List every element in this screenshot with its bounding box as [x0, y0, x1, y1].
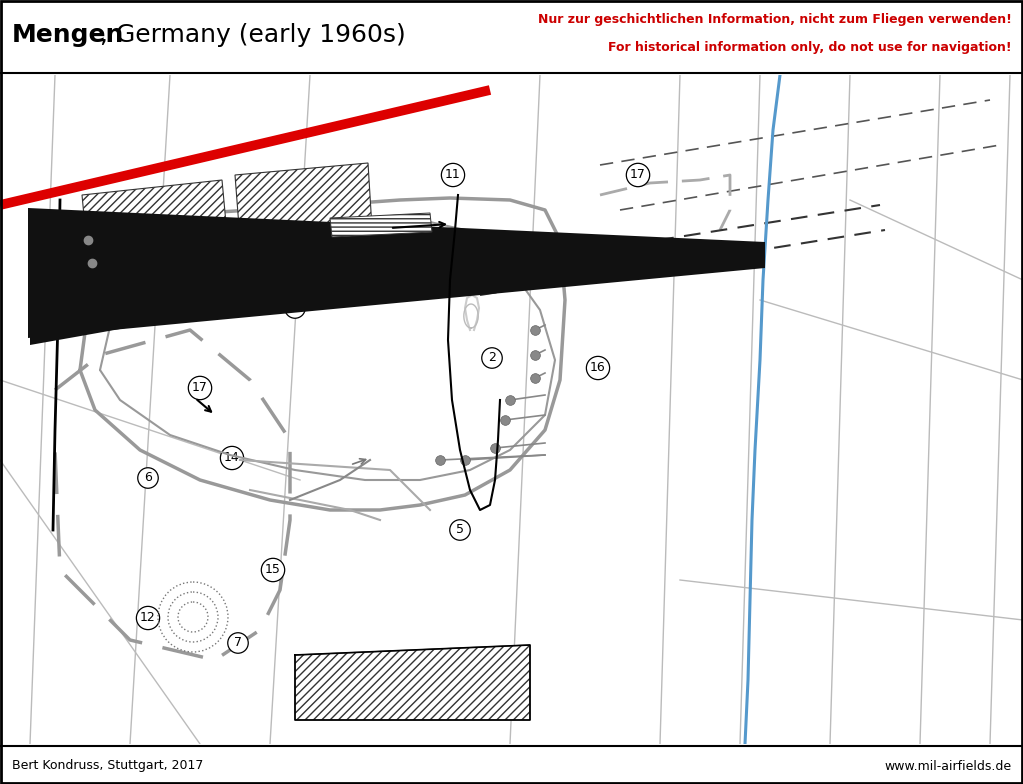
Polygon shape: [235, 163, 372, 240]
Text: Bert Kondruss, Stuttgart, 2017: Bert Kondruss, Stuttgart, 2017: [12, 760, 204, 772]
Polygon shape: [82, 180, 228, 258]
Text: , Germany (early 1960s): , Germany (early 1960s): [100, 23, 406, 47]
Text: 7: 7: [234, 637, 242, 649]
Text: 11: 11: [445, 169, 461, 182]
Text: 6: 6: [144, 471, 152, 485]
Text: 4: 4: [171, 262, 179, 274]
Text: 15: 15: [265, 564, 281, 576]
Polygon shape: [295, 645, 530, 720]
Text: 8: 8: [154, 212, 162, 224]
Text: 17: 17: [192, 382, 208, 394]
Text: 13: 13: [110, 303, 126, 317]
Text: 17: 17: [630, 169, 646, 182]
Text: 2: 2: [488, 351, 496, 365]
Text: 14: 14: [224, 452, 239, 464]
Text: Nur zur geschichtlichen Information, nicht zum Fliegen verwenden!: Nur zur geschichtlichen Information, nic…: [538, 13, 1012, 27]
Text: 12: 12: [140, 612, 155, 625]
Text: 7: 7: [51, 270, 59, 284]
Text: 16: 16: [590, 361, 606, 375]
Polygon shape: [30, 210, 480, 345]
Polygon shape: [28, 208, 765, 338]
Text: For historical information only, do not use for navigation!: For historical information only, do not …: [609, 41, 1012, 53]
Text: 1: 1: [292, 302, 299, 314]
Text: 9: 9: [292, 198, 300, 212]
Text: Mengen: Mengen: [12, 23, 125, 47]
Text: 10: 10: [425, 659, 440, 673]
Text: 5: 5: [456, 524, 464, 536]
Polygon shape: [330, 213, 432, 237]
Text: 3: 3: [326, 252, 333, 264]
Text: www.mil-airfields.de: www.mil-airfields.de: [885, 760, 1012, 772]
